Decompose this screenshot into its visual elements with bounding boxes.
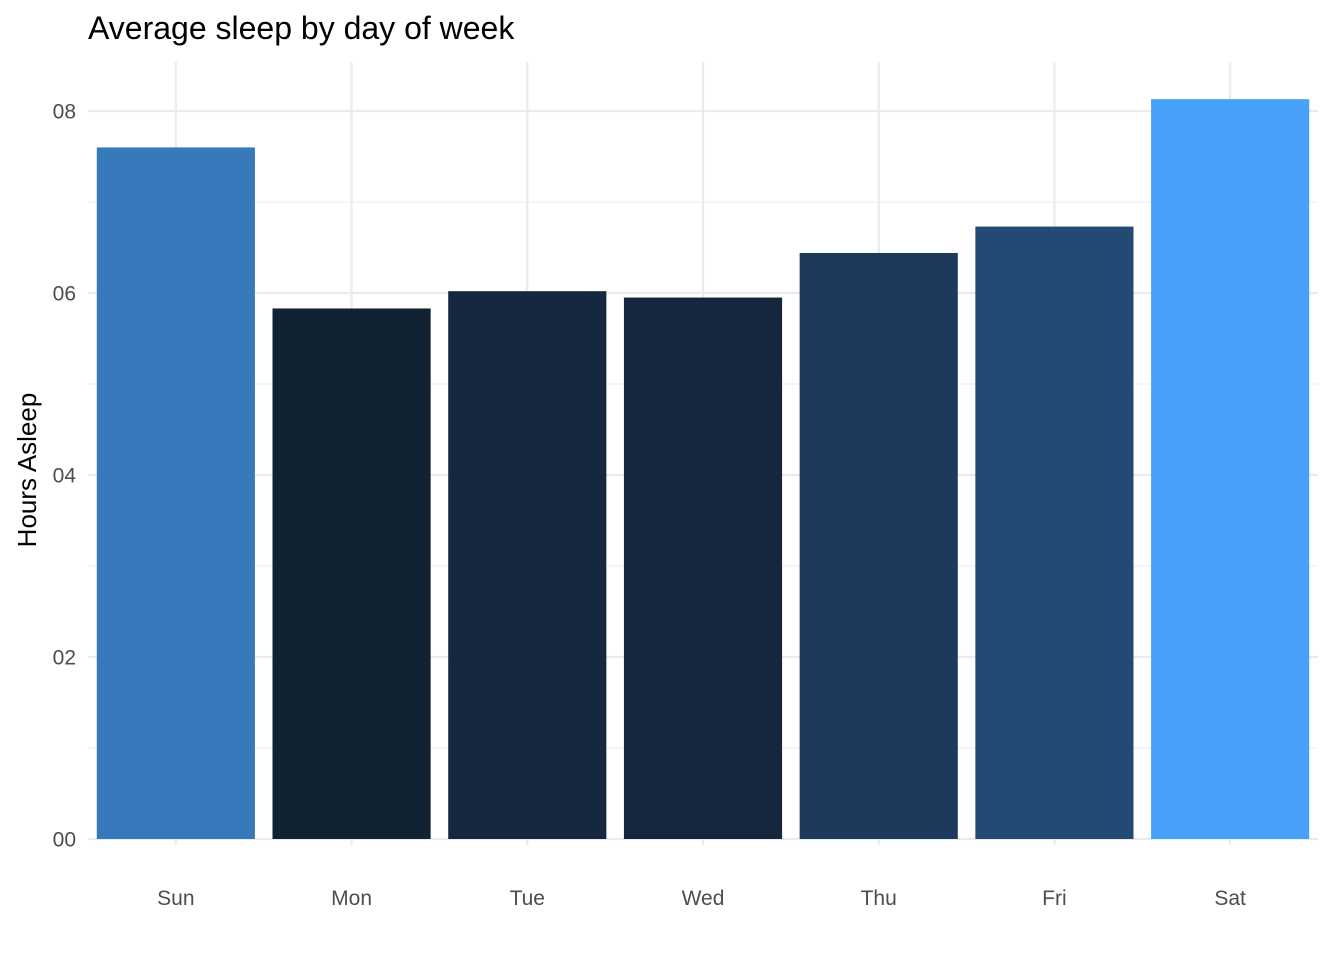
x-tick-label: Sun: [157, 887, 194, 910]
x-tick-label: Tue: [510, 887, 545, 910]
y-axis-ticks: 00 02 04 06 08: [53, 101, 77, 852]
bars: [96, 99, 1310, 840]
y-tick-label: 00: [53, 829, 76, 852]
x-tick-label: Sat: [1214, 887, 1246, 910]
x-axis-ticks: Sun Mon Tue Wed Thu Fri Sat: [157, 887, 1246, 910]
x-tick-label: Thu: [861, 887, 897, 910]
y-tick-label: 02: [53, 647, 76, 670]
x-tick-label: Fri: [1042, 887, 1067, 910]
y-axis-label: Hours Asleep: [12, 393, 42, 548]
bar-sat: [1151, 99, 1310, 840]
bar-mon: [272, 308, 431, 840]
x-tick-label: Wed: [682, 887, 725, 910]
bar-sun: [96, 147, 255, 839]
bar-tue: [448, 291, 607, 839]
y-tick-label: 06: [53, 283, 76, 306]
x-tick-label: Mon: [331, 887, 372, 910]
bar-fri: [975, 226, 1134, 839]
bar-thu: [799, 252, 958, 839]
chart-title: Average sleep by day of week: [88, 10, 515, 46]
bar-wed: [623, 297, 783, 839]
y-tick-label: 04: [53, 465, 77, 488]
y-tick-label: 08: [53, 101, 76, 124]
